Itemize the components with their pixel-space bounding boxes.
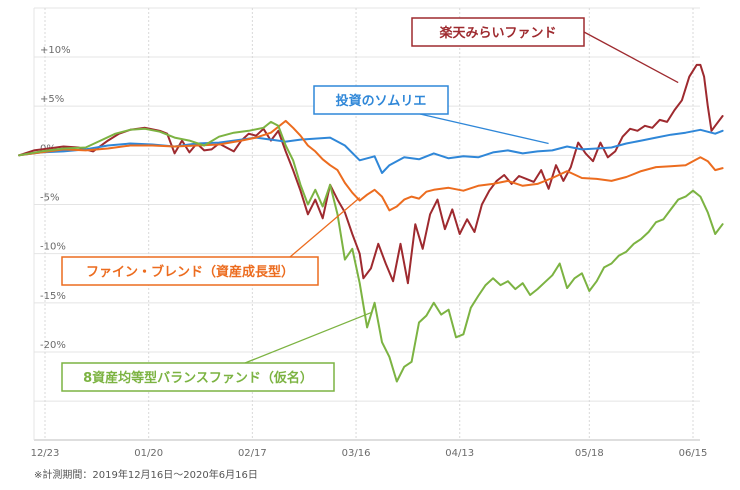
label-leader-line xyxy=(244,312,372,364)
series-label-box xyxy=(313,85,449,115)
series-line-4 xyxy=(18,120,724,383)
label-leader-line xyxy=(289,197,361,258)
series-label-text: 楽天みらいファンド xyxy=(438,25,556,41)
x-tick-label: 12/23 xyxy=(31,448,60,459)
x-tick-label: 01/20 xyxy=(134,448,163,459)
measurement-period-footnote: ※計測期間：2019年12月16日〜2020年6月16日 xyxy=(34,470,258,481)
series-label-box xyxy=(61,362,335,392)
x-tick-label: 06/15 xyxy=(679,448,708,459)
x-tick-label: 05/18 xyxy=(575,448,604,459)
label-leader-line xyxy=(583,31,679,84)
y-tick-label: -5% xyxy=(40,193,59,204)
y-tick-label: -20% xyxy=(40,340,66,351)
y-tick-label: -15% xyxy=(40,291,66,302)
x-tick-label: 03/16 xyxy=(342,448,371,459)
series-line-2 xyxy=(18,128,724,174)
y-tick-label: +5% xyxy=(40,94,64,105)
series-label-box xyxy=(411,17,585,47)
series-label-text: 8資産均等型バランスファンド（仮名） xyxy=(83,370,313,386)
label-leader-line xyxy=(419,113,549,145)
y-tick-label: -10% xyxy=(40,242,66,253)
x-tick-label: 04/13 xyxy=(445,448,474,459)
x-axis-ticks: 12/23 01/20 02/17 03/16 04/13 05/18 06/15 xyxy=(31,448,708,459)
series-line-3 xyxy=(18,119,724,212)
x-tick-label: 02/17 xyxy=(238,448,267,459)
series-lines xyxy=(18,63,724,383)
series-label-box xyxy=(61,256,319,286)
y-tick-label: +10% xyxy=(40,45,71,56)
series-label-text: 投資のソムリエ xyxy=(336,93,427,109)
series-label-text: ファイン・ブレンド（資産成長型） xyxy=(86,264,294,280)
